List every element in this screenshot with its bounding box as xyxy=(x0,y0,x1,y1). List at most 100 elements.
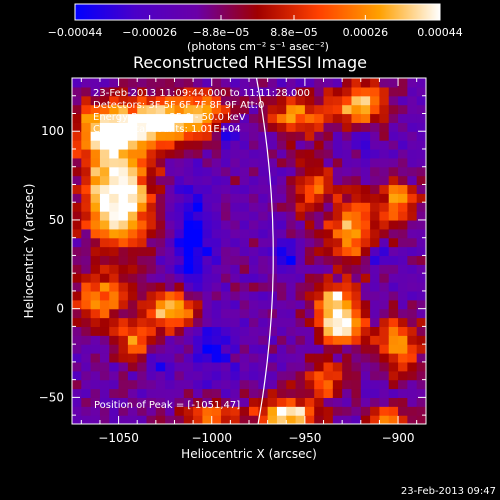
heatmap-cell xyxy=(183,78,194,88)
heatmap-cell xyxy=(127,415,138,424)
heatmap-cell xyxy=(90,193,101,203)
heatmap-cell xyxy=(370,211,381,221)
heatmap-cell xyxy=(118,397,129,407)
heatmap-cell xyxy=(99,335,110,345)
heatmap-cell xyxy=(239,388,250,398)
heatmap-cell xyxy=(118,246,129,257)
heatmap-cell xyxy=(416,228,426,239)
heatmap-cell xyxy=(249,308,259,319)
heatmap-cell xyxy=(81,113,92,123)
heatmap-cell xyxy=(342,175,353,186)
heatmap-cell xyxy=(416,264,426,274)
heatmap-cell xyxy=(183,344,194,354)
heatmap-cell xyxy=(286,184,297,194)
heatmap-cell xyxy=(165,104,176,115)
heatmap-cell xyxy=(230,246,241,257)
heatmap-cell xyxy=(379,237,390,248)
heatmap-cell xyxy=(146,148,157,159)
heatmap-cell xyxy=(323,175,334,186)
heatmap-cell xyxy=(351,379,362,390)
heatmap-cell xyxy=(342,361,353,372)
heatmap-cell xyxy=(211,264,222,274)
heatmap-cell xyxy=(81,264,92,274)
heatmap-cell xyxy=(407,406,418,416)
heatmap-cell xyxy=(118,317,129,328)
heatmap-cell xyxy=(295,361,306,372)
heatmap-cell xyxy=(286,113,297,123)
heatmap-cell xyxy=(137,175,148,186)
heatmap-cell xyxy=(304,344,315,354)
heatmap-cell xyxy=(193,175,204,186)
heatmap-cell xyxy=(90,361,101,372)
heatmap-cell xyxy=(109,335,120,345)
heatmap-cell xyxy=(230,104,241,115)
heatmap-cell xyxy=(193,193,204,203)
heatmap-cell xyxy=(183,104,194,115)
heatmap-cell xyxy=(314,86,325,97)
heatmap-cell xyxy=(118,299,129,310)
heatmap-cell xyxy=(258,290,269,301)
heatmap-cell xyxy=(276,113,287,123)
heatmap-cell xyxy=(230,388,241,398)
heatmap-cell xyxy=(267,104,278,115)
heatmap-cell xyxy=(99,113,110,123)
heatmap-cell xyxy=(304,326,315,336)
heatmap-cell xyxy=(342,406,353,416)
heatmap-cell xyxy=(407,211,418,221)
heatmap-cell xyxy=(99,299,110,310)
heatmap-cell xyxy=(193,255,204,265)
heatmap-cell xyxy=(165,184,176,194)
heatmap-cell xyxy=(72,193,82,203)
heatmap-cell xyxy=(221,148,231,159)
heatmap-cell xyxy=(81,415,92,424)
heatmap-cell xyxy=(230,113,241,123)
heatmap-cell xyxy=(332,237,343,248)
heatmap-cell xyxy=(370,157,381,168)
heatmap-cell xyxy=(388,273,399,283)
heatmap-cell xyxy=(221,273,231,283)
heatmap-cell xyxy=(239,335,250,345)
heatmap-cell xyxy=(332,148,343,159)
heatmap-cell xyxy=(202,219,213,230)
heatmap-cell xyxy=(146,255,157,265)
heatmap-cell xyxy=(398,86,408,97)
heatmap-cell xyxy=(137,264,148,274)
heatmap-cell xyxy=(398,397,408,407)
heatmap-cell xyxy=(239,166,250,177)
heatmap-cell xyxy=(202,122,213,132)
heatmap-cell xyxy=(230,317,241,328)
heatmap-cell xyxy=(90,175,101,186)
heatmap-cell xyxy=(109,317,120,328)
heatmap-cell xyxy=(379,317,390,328)
heatmap-cell xyxy=(81,202,92,212)
heatmap-cell xyxy=(183,228,194,239)
heatmap-cell xyxy=(314,415,325,424)
heatmap-cell xyxy=(276,219,287,230)
heatmap-cell xyxy=(90,113,101,123)
heatmap-cell xyxy=(258,157,269,168)
heatmap-cell xyxy=(295,264,306,274)
heatmap-cell xyxy=(72,353,82,363)
heatmap-cell xyxy=(155,299,166,310)
heatmap-cell xyxy=(90,264,101,274)
heatmap-cell xyxy=(360,406,371,416)
heatmap-cell xyxy=(323,397,334,407)
heatmap-cell xyxy=(370,202,381,212)
heatmap-cell xyxy=(249,140,259,150)
heatmap-cell xyxy=(211,193,222,203)
heatmap-cell xyxy=(407,335,418,345)
heatmap-cell xyxy=(174,282,185,292)
heatmap-cell xyxy=(183,353,194,363)
heatmap-cell xyxy=(342,184,353,194)
heatmap-cell xyxy=(137,122,148,132)
heatmap-cell xyxy=(342,397,353,407)
heatmap-cell xyxy=(165,86,176,97)
heatmap-cell xyxy=(72,344,82,354)
heatmap-cell xyxy=(165,335,176,345)
heatmap-cell xyxy=(332,308,343,319)
heatmap-cell xyxy=(174,237,185,248)
heatmap-cell xyxy=(276,140,287,150)
heatmap-cell xyxy=(127,326,138,336)
heatmap-cell xyxy=(146,95,157,106)
